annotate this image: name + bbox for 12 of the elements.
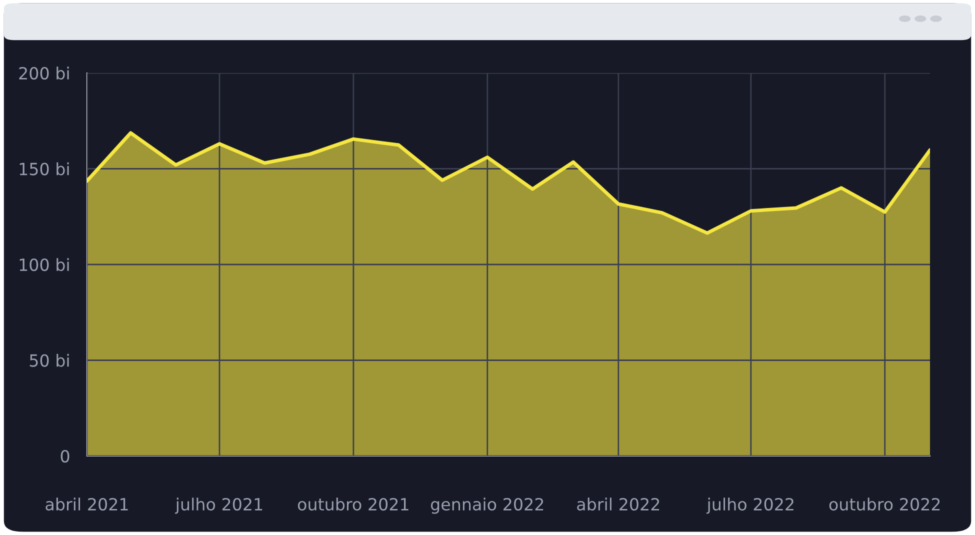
x-tick-label: abril 2021 xyxy=(46,498,128,511)
x-tick-label: julho 2021 xyxy=(175,498,262,514)
y-tick-label: 200 bi xyxy=(19,66,69,80)
x-tick-label: outubro 2022 xyxy=(829,498,940,511)
x-tick-label: gennaio 2022 xyxy=(430,498,544,514)
x-tick-label: julho 2022 xyxy=(706,498,794,514)
y-tick-label: 100 bi xyxy=(20,258,69,272)
y-tick-label: 150 bi xyxy=(20,162,69,176)
y-tick-label: 0 xyxy=(60,450,70,463)
x-tick-label: outubro 2021 xyxy=(298,498,408,511)
y-tick-label: 50 bi xyxy=(30,354,69,367)
x-tick-label: abril 2022 xyxy=(577,498,660,511)
